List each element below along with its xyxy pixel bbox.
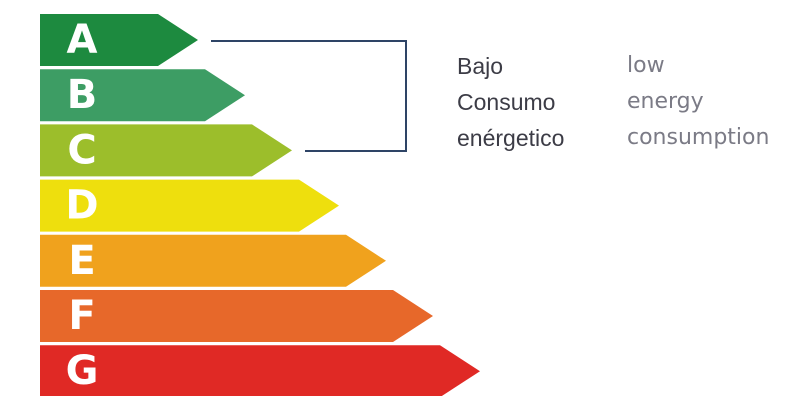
legend-en-line-2: energy [627, 89, 704, 114]
legend-es-line-1: Bajo [457, 53, 504, 79]
legend-en-line-3: consumption [627, 125, 770, 150]
rating-bar-e [40, 234, 386, 287]
low-consumption-bracket [211, 40, 407, 152]
rating-bar-g [40, 345, 480, 396]
rating-bar-c [40, 124, 292, 177]
rating-bar-b [40, 69, 245, 122]
rating-letter-g: G [66, 348, 99, 394]
legend-english: low energy consumption [627, 48, 769, 156]
rating-letter-a: A [67, 17, 98, 63]
rating-letter-b: B [67, 72, 98, 118]
legend-es-line-3: enérgetico [457, 125, 565, 151]
rating-letter-e: E [68, 238, 95, 284]
legend-en-line-1: low [627, 53, 665, 78]
legend-spanish: Bajo Consumo enérgetico [457, 48, 564, 156]
rating-letter-d: D [65, 183, 98, 229]
rating-bar-d [40, 179, 339, 232]
rating-bar-a [40, 14, 198, 66]
rating-bar-f [40, 290, 433, 342]
rating-letter-f: F [68, 293, 95, 339]
rating-letter-c: C [67, 127, 96, 173]
legend-es-line-2: Consumo [457, 89, 556, 115]
